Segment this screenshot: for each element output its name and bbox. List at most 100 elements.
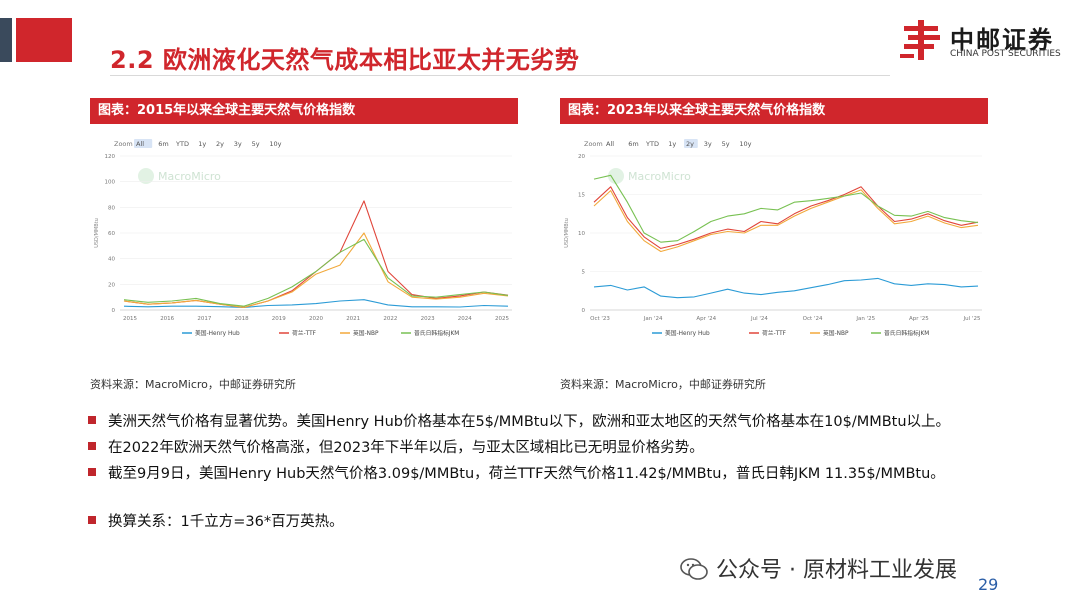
chart-watermark: MacroMicro <box>158 170 221 183</box>
zoom-label: Zoom <box>114 140 133 148</box>
bullet-text: 换算关系：1千立方=36*百万英热。 <box>108 514 344 530</box>
chart-svg: Zoom All 6m YTD 1y 2y 3y 5y 10y MacroMicro 120 100 8… <box>94 139 512 337</box>
legend-item[interactable]: 英国-NBP <box>353 329 379 337</box>
legend-item[interactable]: 荷兰-TTF <box>292 329 316 337</box>
bullet-item: 截至9月9日，美国Henry Hub天然气价格3.09$/MMBtu，荷兰TTF… <box>88 462 945 483</box>
x-tick-label: Oct '24 <box>803 316 823 322</box>
watermark-text: 公众号 · 原材料工业发展 <box>716 558 957 583</box>
corner-decoration-red <box>16 18 72 62</box>
china-post-emblem-icon <box>900 20 940 60</box>
bullet-square-icon <box>88 516 96 524</box>
logo-chinese-text: 中邮证券 <box>950 26 1054 54</box>
zoom-button-1y[interactable]: 1y <box>668 140 676 148</box>
bullet-text: 在2022年欧洲天然气价格高涨，但2023年下半年以后，与亚太区域相比已无明显价… <box>108 440 704 456</box>
y-tick-label: 80 <box>108 205 115 211</box>
page-title: 2.2 欧洲液化天然气成本相比亚太并无劣势 <box>110 46 580 74</box>
series-line-3 <box>593 174 979 243</box>
zoom-active-bg <box>684 139 698 148</box>
bullet-square-icon <box>88 442 96 450</box>
y-tick-label: 0 <box>112 308 116 314</box>
zoom-button-all[interactable]: All <box>136 140 144 148</box>
zoom-active-bg <box>134 139 153 148</box>
series-line-1 <box>123 200 509 308</box>
zoom-button-ytd[interactable]: YTD <box>645 140 659 148</box>
macromicro-logo-icon <box>138 168 154 184</box>
y-tick-label: 60 <box>108 231 115 237</box>
zoom-button-2y[interactable]: 2y <box>216 140 224 148</box>
series-line-0 <box>593 277 979 299</box>
bullet-square-icon <box>88 416 96 424</box>
zoom-button-6m[interactable]: 6m <box>628 140 638 148</box>
y-tick-label: 10 <box>578 231 585 237</box>
zoom-button-5y[interactable]: 5y <box>722 140 730 148</box>
legend-item[interactable]: 美国-Henry Hub <box>195 329 240 337</box>
company-logo: 中邮证券 CHINA POST SECURITIES <box>900 18 1070 64</box>
wechat-watermark: 公众号 · 原材料工业发展 <box>680 552 957 584</box>
zoom-button-all[interactable]: All <box>606 140 614 148</box>
legend-item[interactable]: 普氏日韩指标JKM <box>414 329 459 337</box>
chart-source: 资料来源：MacroMicro，中邮证券研究所 <box>90 378 296 391</box>
x-tick-label: Jan '24 <box>643 316 663 322</box>
y-tick-label: 15 <box>578 193 585 199</box>
x-tick-label: 2023 <box>421 316 435 322</box>
y-axis-label: USD/MMBtu <box>564 218 570 248</box>
y-tick-label: 0 <box>582 308 586 314</box>
x-tick-label: Jul '25 <box>963 316 981 322</box>
chart-caption: 图表：2015年以来全球主要天然气价格指数 <box>90 98 518 124</box>
corner-decoration-dark <box>0 18 12 62</box>
legend-item[interactable]: 美国-Henry Hub <box>665 329 710 337</box>
zoom-label: Zoom <box>584 140 603 148</box>
chart-area: Zoom All 6m YTD 1y 2y 3y 5y 10y MacroMicro 20 15 10 5… <box>560 130 988 360</box>
chart-area: Zoom All 6m YTD 1y 2y 3y 5y 10y MacroMicro 120 100 8… <box>90 130 518 360</box>
chart-svg: Zoom All 6m YTD 1y 2y 3y 5y 10y MacroMicro 20 15 10 5… <box>564 139 982 337</box>
legend-item[interactable]: 荷兰-TTF <box>762 329 786 337</box>
y-axis-label: USD/MMBtu <box>94 218 100 248</box>
x-tick-label: Apr '24 <box>696 316 716 322</box>
title-divider <box>110 75 890 76</box>
zoom-button-6m[interactable]: 6m <box>158 140 168 148</box>
x-tick-label: 2019 <box>272 316 286 322</box>
x-tick-label: Apr '25 <box>909 316 929 322</box>
bullet-item: 换算关系：1千立方=36*百万英热。 <box>88 510 344 531</box>
page-number: 29 <box>978 575 999 594</box>
x-tick-label: 2016 <box>160 316 174 322</box>
series-line-2 <box>593 189 979 253</box>
zoom-button-10y[interactable]: 10y <box>739 140 751 148</box>
x-tick-label: 2021 <box>346 316 360 322</box>
chart-panel-2023: 图表：2023年以来全球主要天然气价格指数 Zoom All 6m YTD 1y 2y 3y… <box>560 98 988 398</box>
x-tick-label: 2024 <box>458 316 472 322</box>
y-tick-label: 120 <box>105 154 116 160</box>
x-tick-label: 2018 <box>235 316 249 322</box>
bullet-item: 在2022年欧洲天然气价格高涨，但2023年下半年以后，与亚太区域相比已无明显价… <box>88 436 704 457</box>
legend-item[interactable]: 英国-NBP <box>823 329 849 337</box>
chart-watermark: MacroMicro <box>628 170 691 183</box>
zoom-button-10y[interactable]: 10y <box>269 140 281 148</box>
zoom-button-5y[interactable]: 5y <box>252 140 260 148</box>
zoom-button-1y[interactable]: 1y <box>198 140 206 148</box>
chart-panel-2015: 图表：2015年以来全球主要天然气价格指数 Zoom All 6m YTD 1y 2y 3y… <box>90 98 518 398</box>
bullet-text: 美洲天然气价格有显著优势。美国Henry Hub价格基本在5$/MMBtu以下，… <box>108 414 951 430</box>
y-tick-label: 100 <box>105 180 116 186</box>
bullet-square-icon <box>88 468 96 476</box>
y-tick-label: 5 <box>582 270 586 276</box>
chart-source: 资料来源：MacroMicro，中邮证券研究所 <box>560 378 766 391</box>
zoom-button-3y[interactable]: 3y <box>234 140 242 148</box>
x-tick-label: 2022 <box>383 316 397 322</box>
macromicro-logo-icon <box>608 168 624 184</box>
zoom-button-ytd[interactable]: YTD <box>175 140 189 148</box>
zoom-button-3y[interactable]: 3y <box>704 140 712 148</box>
series-line-0 <box>123 299 509 308</box>
series-line-3 <box>123 238 509 307</box>
bullet-item: 美洲天然气价格有显著优势。美国Henry Hub价格基本在5$/MMBtu以下，… <box>88 410 950 431</box>
y-tick-label: 40 <box>108 257 115 263</box>
x-tick-label: 2020 <box>309 316 323 322</box>
series-line-1 <box>593 186 979 249</box>
x-tick-label: Jan '25 <box>855 316 875 322</box>
zoom-button-2y[interactable]: 2y <box>686 140 694 148</box>
logo-english-text: CHINA POST SECURITIES <box>950 49 1061 59</box>
x-tick-label: 2025 <box>495 316 509 322</box>
x-tick-label: Jul '24 <box>750 316 768 322</box>
legend-item[interactable]: 普氏日韩指标JKM <box>884 329 929 337</box>
series-line-2 <box>123 232 509 308</box>
y-tick-label: 20 <box>578 154 585 160</box>
